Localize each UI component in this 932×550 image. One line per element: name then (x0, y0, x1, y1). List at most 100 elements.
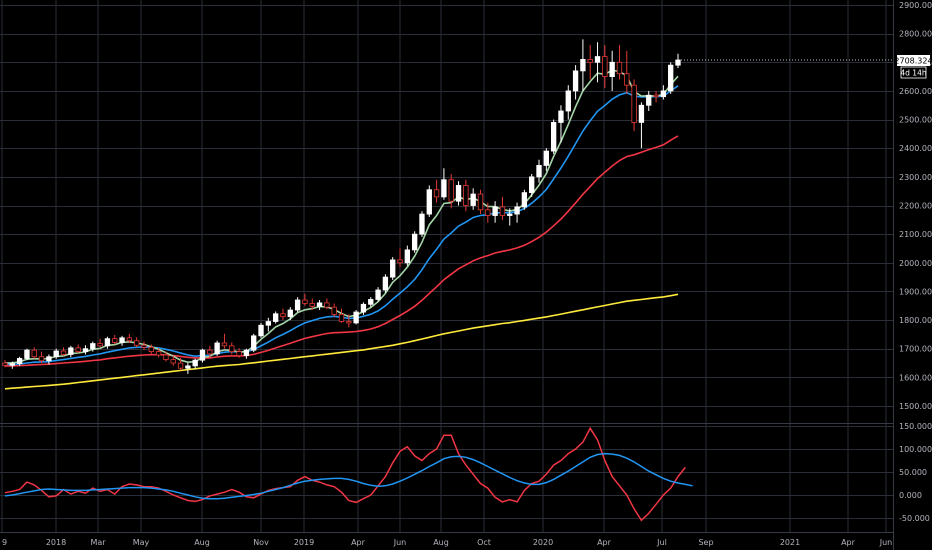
candle-up[interactable] (265, 317, 272, 332)
candle-down[interactable] (229, 342, 235, 355)
candle-down[interactable] (477, 189, 484, 215)
candle-down[interactable] (236, 348, 242, 358)
candle-up[interactable] (529, 173, 535, 197)
candle-down[interactable] (170, 355, 176, 366)
candle-up[interactable] (68, 345, 74, 358)
candle-down[interactable] (221, 333, 228, 349)
candle-up[interactable] (251, 333, 257, 353)
candle-up[interactable] (668, 62, 674, 94)
candle-up[interactable] (558, 105, 564, 143)
oscillator-line[interactable] (4, 426, 686, 522)
candle-down[interactable] (448, 173, 454, 209)
candle-up[interactable] (119, 335, 125, 346)
candle-down[interactable] (126, 333, 133, 343)
oscillator-line[interactable] (4, 452, 693, 500)
candle-up[interactable] (638, 102, 645, 149)
candle-up[interactable] (16, 356, 23, 366)
candle-down[interactable] (346, 314, 352, 328)
candle-down[interactable] (602, 45, 608, 89)
candle-up[interactable] (90, 341, 96, 352)
candle-down[interactable] (148, 344, 154, 355)
candle-up[interactable] (419, 211, 425, 238)
candle-up[interactable] (390, 257, 396, 280)
candle-up[interactable] (214, 340, 220, 356)
candle-up[interactable] (360, 302, 367, 315)
candle-up[interactable] (272, 311, 279, 324)
candle-down[interactable] (463, 179, 469, 212)
candle-down[interactable] (331, 303, 337, 318)
oscillator-axis[interactable]: 150.000 100.000 50.000 0.000 -50.000 (899, 422, 932, 523)
candle-up[interactable] (455, 181, 462, 206)
candle-down[interactable] (616, 45, 623, 80)
price-panel[interactable] (2, 39, 893, 390)
candle-up[interactable] (368, 297, 374, 308)
candle-up[interactable] (404, 245, 411, 266)
candle-down[interactable] (624, 50, 630, 94)
candle-up[interactable] (514, 202, 520, 223)
candle-up[interactable] (53, 348, 59, 359)
candle-up[interactable] (375, 287, 381, 302)
candle-up[interactable] (199, 348, 206, 363)
candle-down[interactable] (338, 308, 345, 323)
candle-up[interactable] (258, 322, 264, 338)
candle-up[interactable] (470, 188, 476, 210)
candle-up[interactable] (411, 231, 418, 253)
candle-down[interactable] (163, 351, 169, 362)
candle-down[interactable] (653, 90, 659, 103)
candle-up[interactable] (521, 189, 528, 210)
candle-up[interactable] (104, 336, 111, 349)
candle-down[interactable] (38, 351, 45, 364)
candle-up[interactable] (382, 274, 389, 293)
candle-down[interactable] (631, 79, 637, 132)
candle-up[interactable] (24, 348, 30, 361)
time-axis[interactable]: 9 2018 Mar May Aug Nov 2019 Apr Jun Aug Oct 2020 Apr… (2, 538, 892, 547)
candle-up[interactable] (243, 348, 250, 359)
candle-up[interactable] (580, 39, 586, 91)
candle-up[interactable] (646, 90, 652, 111)
candle-up[interactable] (609, 50, 615, 91)
candle-up[interactable] (492, 201, 498, 223)
candle-up[interactable] (572, 65, 579, 100)
oscillator-panel[interactable] (4, 426, 693, 522)
candle-up[interactable] (565, 85, 571, 120)
candle-up[interactable] (185, 363, 191, 374)
candle-down[interactable] (280, 308, 286, 321)
candle-up[interactable] (441, 168, 447, 200)
candle-down[interactable] (309, 298, 315, 311)
candle-up[interactable] (594, 42, 601, 83)
candle-down[interactable] (433, 179, 440, 203)
candle-down[interactable] (75, 344, 81, 354)
candle-down[interactable] (324, 298, 330, 310)
candle-up[interactable] (543, 148, 549, 172)
candle-down[interactable] (31, 347, 37, 359)
candle-up[interactable] (536, 159, 542, 183)
moving-average-line[interactable] (4, 293, 679, 390)
candle-down[interactable] (397, 248, 403, 268)
candle-down[interactable] (587, 45, 593, 80)
candle-down[interactable] (60, 347, 67, 356)
candle-up[interactable] (287, 307, 293, 321)
candle-up[interactable] (316, 300, 323, 311)
candle-down[interactable] (155, 348, 162, 358)
candle-up[interactable] (353, 310, 359, 325)
candle-up[interactable] (192, 358, 198, 369)
candle-up[interactable] (660, 85, 667, 100)
candle-down[interactable] (207, 345, 213, 358)
candle-down[interactable] (134, 337, 140, 348)
candle-up[interactable] (550, 119, 557, 154)
candle-down[interactable] (97, 338, 103, 348)
candle-down[interactable] (112, 334, 118, 345)
candle-down[interactable] (177, 357, 184, 371)
candle-up[interactable] (426, 185, 432, 217)
moving-average-line[interactable] (5, 135, 679, 367)
candle-up[interactable] (294, 297, 301, 313)
candle-up[interactable] (82, 345, 89, 355)
candle-up[interactable] (9, 361, 15, 369)
candle-down[interactable] (499, 196, 506, 220)
candle-up[interactable] (507, 208, 513, 226)
candle-down[interactable] (2, 360, 8, 368)
candle-up[interactable] (675, 53, 681, 69)
candle-down[interactable] (141, 341, 147, 351)
candle-down[interactable] (302, 293, 308, 306)
